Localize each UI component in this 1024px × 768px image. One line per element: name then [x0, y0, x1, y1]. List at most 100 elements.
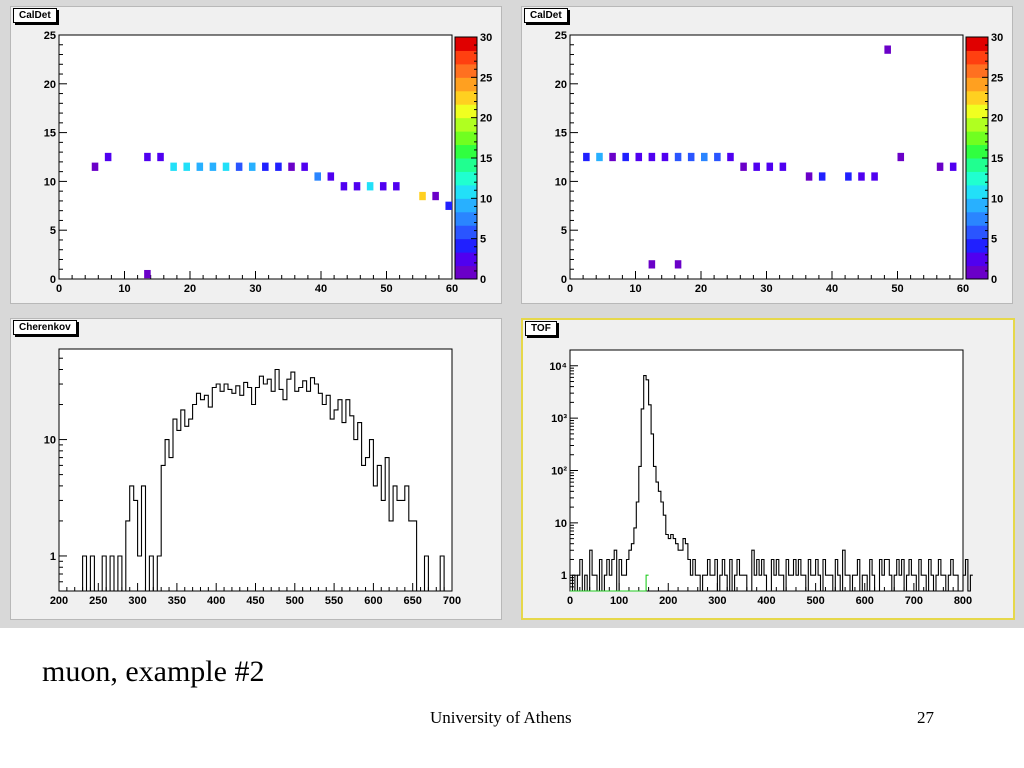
- z-tick-label: 10: [991, 193, 1003, 205]
- y-tick-label: 10: [44, 176, 56, 188]
- root-canvas: CalDet 0 10 20 30 40 50 60 0 5 10 15 20 25 0 5 10 15 20 25…: [0, 0, 1024, 628]
- histogram-series-0: [570, 375, 973, 592]
- heatmap-cell: [183, 162, 190, 171]
- heatmap-cell: [727, 152, 734, 162]
- histogram-series-0: [59, 368, 452, 592]
- heatmap-cell: [170, 162, 177, 171]
- palette-band: [966, 211, 988, 226]
- heatmap-cell: [91, 162, 99, 171]
- plot-frame: [569, 349, 964, 592]
- heatmap-cell: [858, 172, 865, 181]
- heatmap-cell: [805, 172, 813, 181]
- page-number: 27: [917, 708, 934, 727]
- x-tick-label: 500: [286, 595, 304, 607]
- x-tick-label: 800: [954, 595, 972, 607]
- palette-band: [966, 238, 988, 253]
- heatmap-cell: [144, 152, 151, 162]
- palette-band: [455, 252, 477, 267]
- plot-frame: [58, 34, 453, 280]
- heatmap-cell: [871, 172, 878, 181]
- x-tick-label: 650: [404, 595, 422, 607]
- heatmap-cell: [366, 182, 374, 191]
- x-tick-label: 300: [128, 595, 146, 607]
- palette-band: [455, 104, 477, 119]
- heatmap-cell: [949, 162, 957, 171]
- heatmap-cell: [340, 182, 348, 191]
- caldet-pad-right[interactable]: CalDet 0 10 20 30 40 50 60 0 5 10 15 20 25 0 5 10 15 20 25…: [521, 6, 1013, 304]
- heatmap-cell: [596, 152, 603, 162]
- heatmap-cell: [818, 172, 826, 181]
- x-tick-label: 350: [168, 595, 186, 607]
- x-tick-label: 20: [184, 283, 196, 295]
- heatmap-cell: [884, 45, 891, 54]
- palette-band: [455, 117, 477, 132]
- x-tick-label: 550: [325, 595, 343, 607]
- palette-band: [455, 90, 477, 105]
- x-tick-label: 500: [806, 595, 824, 607]
- palette-band: [455, 144, 477, 159]
- y-tick-label: 5: [561, 225, 567, 237]
- x-tick-label: 20: [695, 283, 707, 295]
- palette-band: [966, 225, 988, 240]
- z-tick-label: 15: [991, 153, 1003, 165]
- heatmap-cell: [648, 152, 656, 162]
- z-tick-label: 25: [480, 72, 492, 84]
- x-tick-label: 30: [249, 283, 261, 295]
- palette-band: [966, 63, 988, 78]
- heatmap-cell: [609, 152, 616, 162]
- x-tick-label: 400: [757, 595, 775, 607]
- x-tick-label: 60: [446, 283, 458, 295]
- palette-band: [966, 104, 988, 119]
- heatmap-cell: [661, 152, 669, 162]
- z-tick-label: 30: [480, 32, 492, 44]
- heatmap-cell: [674, 260, 682, 269]
- y-tick-label: 0: [561, 274, 567, 286]
- z-tick-label: 20: [480, 113, 492, 125]
- y-tick-label: 1: [50, 551, 56, 563]
- palette-band: [455, 198, 477, 213]
- x-tick-label: 600: [364, 595, 382, 607]
- y-tick-label: 20: [44, 79, 56, 91]
- heatmap-cell: [196, 162, 204, 171]
- y-tick-label: 1: [561, 570, 567, 582]
- x-tick-label: 700: [443, 595, 461, 607]
- x-tick-label: 700: [905, 595, 923, 607]
- x-tick-label: 50: [380, 283, 392, 295]
- y-tick-label: 10: [555, 176, 567, 188]
- heatmap-cell: [379, 182, 387, 191]
- z-tick-label: 5: [991, 234, 997, 246]
- heatmap-cell: [635, 152, 643, 162]
- heatmap-cell: [353, 182, 361, 191]
- palette-band: [966, 37, 988, 51]
- y-tick-label: 15: [44, 128, 56, 140]
- heatmap-cell: [235, 162, 243, 171]
- x-tick-label: 0: [567, 595, 573, 607]
- palette-band: [966, 252, 988, 267]
- y-tick-label: 25: [555, 30, 567, 42]
- palette-band: [966, 158, 988, 172]
- caldet-heatmap-right: 0 10 20 30 40 50 60 0 5 10 15 20 25 0 5 10 15 20 25 30: [555, 30, 1004, 295]
- palette-band: [455, 225, 477, 240]
- heatmap-cell: [445, 201, 452, 210]
- palette-band: [455, 63, 477, 78]
- heatmap-cell: [766, 162, 774, 171]
- heatmap-cell: [262, 162, 269, 171]
- plot-frame: [58, 348, 453, 592]
- palette-band: [455, 158, 477, 172]
- pad-title: TOF: [525, 321, 557, 336]
- heatmap-cell: [897, 152, 905, 162]
- heatmap-cell: [275, 162, 282, 171]
- caldet-pad-left[interactable]: CalDet 0 10 20 30 40 50 60 0 5 10 15 20 25 0 5 10 15 20 25…: [10, 6, 502, 304]
- heatmap-cell: [648, 260, 656, 269]
- z-tick-label: 5: [480, 234, 486, 246]
- y-tick-label: 10: [44, 435, 56, 447]
- heatmap-cell: [248, 162, 256, 171]
- x-tick-label: 40: [315, 283, 327, 295]
- cherenkov-pad[interactable]: Cherenkov 200 250 300 350 400 450 500 550 600 650…: [10, 318, 502, 620]
- heatmap-cell: [288, 162, 295, 171]
- tof-pad[interactable]: TOF 0 100 200 300 400 500 600 700 800 1 10 10² 10³ 10…: [521, 318, 1015, 620]
- palette-band: [455, 77, 477, 92]
- y-tick-label: 5: [50, 225, 56, 237]
- heatmap-cell: [583, 152, 590, 162]
- slide-footer: University of Athens: [430, 708, 572, 727]
